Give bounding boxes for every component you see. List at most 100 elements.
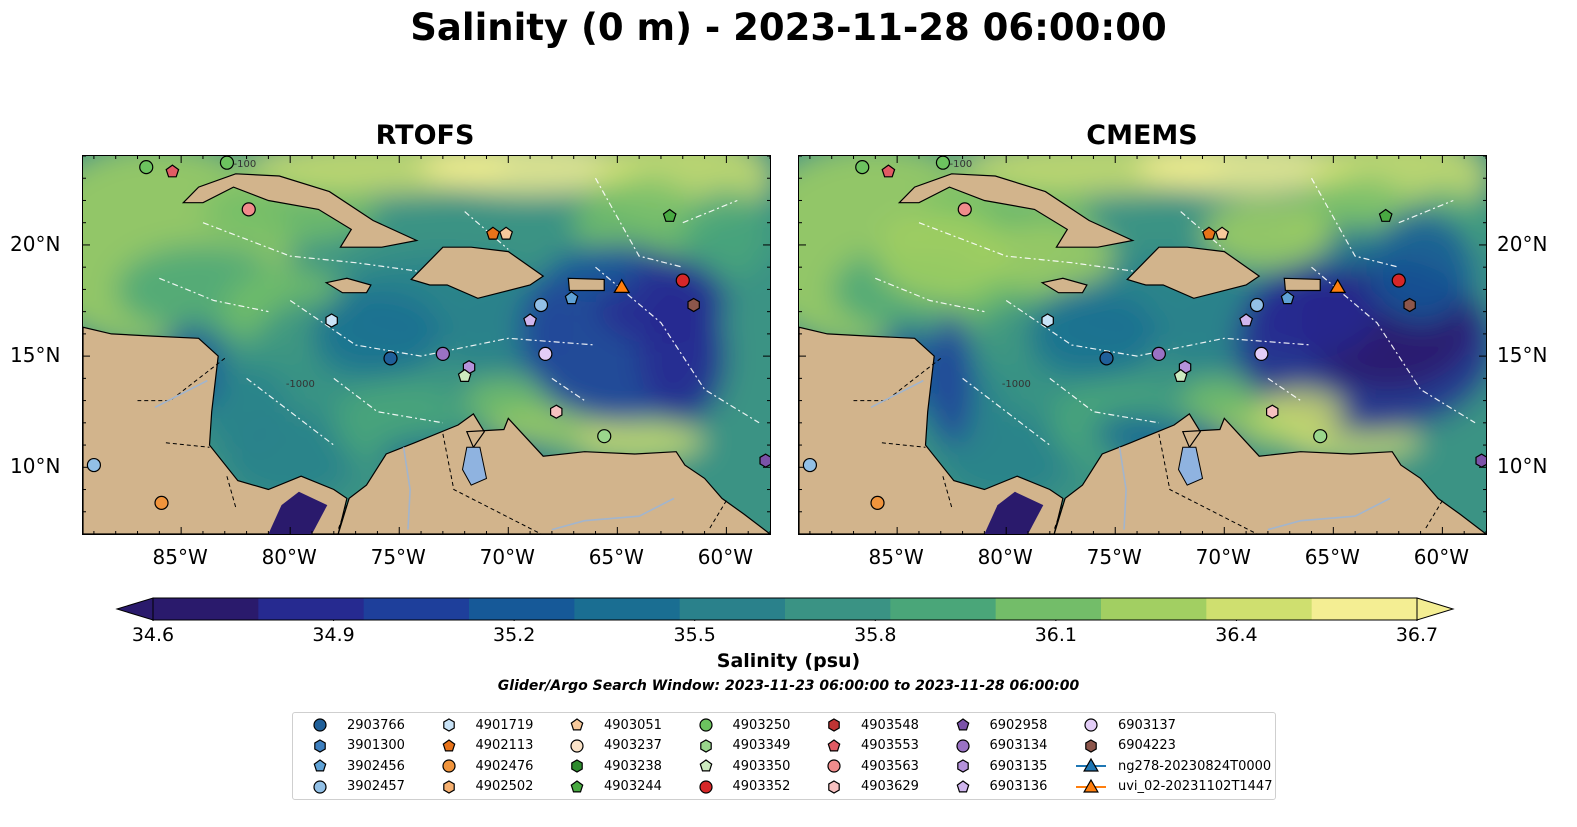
legend-marker-pentagon	[570, 718, 584, 731]
legend-marker-circle	[570, 738, 584, 753]
legend-item: 4903237	[560, 736, 662, 756]
float-marker-4903352	[1391, 273, 1406, 288]
float-marker-6902958	[759, 453, 770, 468]
legend-marker-circle	[441, 759, 456, 773]
legend-label: 4903548	[861, 717, 919, 733]
legend-marker-circle	[313, 779, 327, 794]
legend-item: 6903134	[946, 736, 1047, 756]
float-marker-4903350	[457, 368, 472, 382]
colorbar-segment	[995, 598, 1102, 620]
legend: 2903766 3901300 3902456 3902457 4901719 49021…	[292, 712, 1276, 800]
colorbar-tick-label: 34.6	[131, 624, 175, 646]
legend-label: ng278-20230824T0000	[1118, 758, 1272, 774]
lon-tick-label: 85°W	[868, 545, 924, 569]
legend-marker-pentagon	[313, 759, 327, 772]
float-marker-6903136	[1239, 313, 1254, 327]
colorbar-label: Salinity (psu)	[716, 650, 861, 672]
legend-marker-circle	[698, 718, 713, 732]
legend-item: 3902457	[303, 777, 405, 797]
contour-label: -100	[949, 159, 972, 170]
float-marker-4903051	[1215, 226, 1230, 240]
legend-label: 4903350	[732, 758, 791, 774]
colorbar-segment	[785, 598, 891, 620]
cmems-salinity-map: -100 -1000	[798, 155, 1487, 535]
legend-label: 6903136	[989, 779, 1048, 794]
float-marker-4902476	[870, 495, 885, 510]
colorbar	[115, 597, 1455, 621]
legend-item: 6904223	[1074, 736, 1176, 756]
legend-marker-hexagon	[571, 759, 583, 773]
legend-label: 4902502	[475, 779, 534, 794]
legend-label: 4903244	[604, 779, 662, 794]
legend-item: ng278-20230824T0000	[1074, 756, 1271, 776]
colorbar-tick-label: 35.8	[854, 624, 897, 646]
float-marker-6903137	[538, 346, 553, 361]
figure-title: Salinity (0 m) - 2023-11-28 06:00:00	[410, 6, 1167, 49]
legend-marker-hexagon	[1085, 738, 1097, 753]
float-marker-6903134	[1151, 346, 1166, 361]
legend-marker-hexagon	[442, 779, 455, 794]
float-marker-2903766	[383, 351, 398, 366]
legend-marker-hexagon	[828, 779, 840, 794]
legend-marker-pentagon	[956, 718, 969, 731]
float-marker-4903244	[935, 156, 951, 170]
float-marker-4901719	[325, 313, 338, 328]
lon-tick-label: 80°W	[977, 545, 1033, 569]
colorbar-extend-low	[115, 597, 154, 621]
legend-label: 6903137	[1118, 717, 1176, 733]
colorbar-segment	[574, 598, 681, 620]
contour-label: -1000	[1002, 379, 1031, 390]
glider-marker-uvi_02-20231102T1447	[613, 278, 631, 293]
legend-marker-hexagon	[828, 718, 840, 732]
legend-item: uvi_02-20231102T1447	[1074, 777, 1272, 797]
panel-title-rtofs: RTOFS	[375, 120, 475, 151]
legend-item: 4903238	[560, 756, 662, 776]
legend-marker-pentagon	[827, 738, 841, 751]
legend-marker-circle	[955, 738, 970, 753]
float-marker-4903553	[881, 164, 896, 178]
lon-tick-label: 80°W	[261, 545, 317, 569]
lon-tick-label: 70°W	[479, 545, 535, 569]
lon-tick-label: 65°W	[1304, 545, 1360, 569]
legend-item: 4903051	[560, 715, 662, 735]
colorbar-segment	[679, 598, 786, 620]
legend-marker-pentagon	[570, 779, 584, 792]
legend-item: 4903350	[689, 756, 791, 776]
float-marker-2903766	[1099, 351, 1114, 366]
legend-label: 4903629	[861, 779, 919, 794]
legend-label: 3901300	[347, 738, 405, 753]
lon-tick-label: 75°W	[1086, 545, 1142, 569]
legend-item: 4902502	[432, 777, 534, 797]
legend-label: 6904223	[1118, 738, 1176, 753]
legend-marker-hexagon	[699, 738, 712, 753]
legend-item: 4901719	[432, 715, 534, 735]
colorbar-segment	[1101, 598, 1207, 620]
lon-tick-label: 75°W	[370, 545, 426, 569]
legend-label: 6902958	[989, 717, 1048, 733]
float-marker-4903349	[597, 429, 612, 444]
legend-item: 4903553	[817, 736, 919, 756]
legend-item: 4903244	[560, 777, 662, 797]
float-marker-4903244	[662, 208, 677, 222]
legend-label: 4903563	[861, 758, 919, 774]
legend-label: 4903237	[604, 738, 662, 753]
legend-item: 4902476	[432, 756, 533, 776]
lon-tick-label: 65°W	[588, 545, 644, 569]
float-marker-3901300	[139, 160, 154, 175]
search-window-text: Glider/Argo Search Window: 2023-11-23 06…	[497, 678, 1080, 694]
legend-label: 4902113	[475, 738, 534, 753]
legend-item: 4903250	[689, 715, 790, 735]
float-marker-4902476	[154, 495, 169, 510]
float-marker-3902457	[533, 297, 549, 313]
legend-label: 2903766	[347, 717, 405, 733]
rtofs-map-canvas: -100 -1000	[83, 156, 770, 534]
legend-label: 4901719	[475, 717, 534, 733]
legend-label: 6903135	[989, 758, 1048, 774]
contour-label: -100	[233, 159, 256, 170]
float-marker-6904223	[687, 297, 700, 313]
float-marker-3902456	[564, 291, 579, 305]
legend-item: 6903137	[1074, 715, 1176, 735]
legend-item: 4903548	[817, 715, 919, 735]
glider-marker-uvi_02-20231102T1447	[1329, 278, 1347, 293]
float-marker-6903137	[1254, 346, 1269, 361]
